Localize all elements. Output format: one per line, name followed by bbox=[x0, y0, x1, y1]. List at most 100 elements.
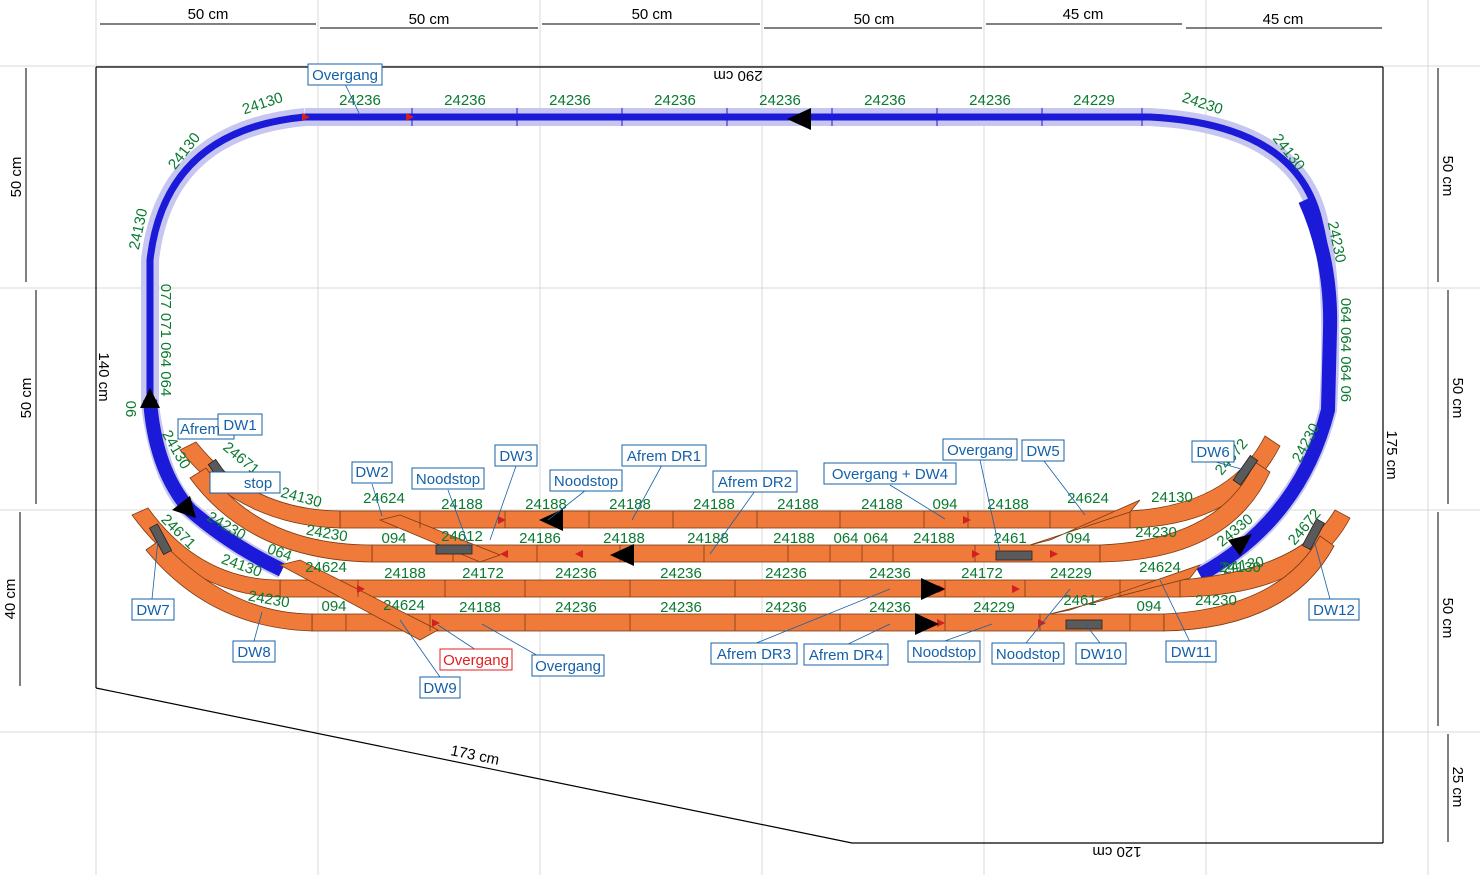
direction-arrow-icon bbox=[140, 388, 160, 408]
part-number: 24236 bbox=[555, 565, 597, 582]
part-number: 24236 bbox=[660, 565, 702, 582]
part-numbers-row4: 094 24624 24188 24236 24236 24236 24236 … bbox=[321, 592, 1236, 616]
part-number: 24229 bbox=[973, 599, 1015, 616]
decoupler-icon bbox=[149, 523, 173, 556]
part-number: 24236 bbox=[869, 599, 911, 616]
direction-arrow-icon bbox=[610, 544, 634, 566]
station-track-3[interactable] bbox=[279, 579, 1181, 598]
direction-arrow-icon bbox=[915, 613, 939, 635]
signal-icon bbox=[500, 550, 508, 558]
dim-top-1: 50 cm bbox=[188, 6, 229, 23]
label-afrem-dr3: Afrem DR3 bbox=[717, 646, 791, 663]
part-number: 2461 bbox=[1063, 592, 1096, 609]
label-box bbox=[1308, 598, 1360, 621]
board-outline bbox=[95, 66, 1384, 844]
dim-top-6: 45 cm bbox=[1263, 11, 1304, 28]
crossover-left[interactable] bbox=[278, 559, 439, 641]
dim-top-3: 50 cm bbox=[632, 6, 673, 23]
decouplers bbox=[149, 454, 1325, 630]
crossover-right[interactable] bbox=[1029, 499, 1141, 546]
part-number: 24188 bbox=[773, 530, 815, 547]
part-number: 24188 bbox=[384, 565, 426, 582]
part-number: 24624 bbox=[1139, 559, 1181, 576]
label-box bbox=[1021, 439, 1065, 462]
part-number: 24230 bbox=[1195, 592, 1237, 609]
label-box bbox=[411, 467, 485, 490]
part-number: 24236 bbox=[765, 565, 807, 582]
part-number: 24188 bbox=[525, 496, 567, 513]
part-number: 094 bbox=[381, 530, 406, 547]
right-curve-3[interactable] bbox=[1179, 509, 1351, 598]
dim-right-2: 50 cm bbox=[1449, 378, 1466, 419]
label-box bbox=[531, 654, 605, 677]
label-dw1: DW1 bbox=[223, 417, 256, 434]
label-box bbox=[549, 469, 623, 492]
dimension-labels: 50 cm 50 cm 50 cm 50 cm 45 cm 45 cm 50 c… bbox=[2, 6, 1466, 860]
dim-left-1: 50 cm bbox=[8, 157, 25, 198]
signal-icon bbox=[302, 113, 310, 121]
direction-arrow-icon bbox=[787, 108, 811, 130]
label-overgang-bottom: Overgang bbox=[535, 658, 601, 675]
label-box bbox=[1075, 642, 1127, 665]
main-loop-halo bbox=[141, 108, 1340, 583]
part-number: 077 071 064 064 bbox=[157, 284, 174, 397]
label-noodstop-4: Noodstop bbox=[996, 646, 1060, 663]
label-afrem-dr4: Afrem DR4 bbox=[809, 647, 883, 664]
right-curve-2[interactable] bbox=[1099, 461, 1271, 563]
signal-icon bbox=[575, 550, 583, 558]
part-numbers-top: 24236 24236 24236 24236 24236 24236 2423… bbox=[339, 92, 1115, 109]
dim-top-2: 50 cm bbox=[409, 11, 450, 28]
part-number: 06 bbox=[122, 401, 139, 418]
part-number: 24624 bbox=[383, 597, 425, 614]
main-loop-track[interactable] bbox=[146, 113, 1334, 579]
part-number: 24130 bbox=[1151, 489, 1193, 506]
label-dw5: DW5 bbox=[1026, 443, 1059, 460]
signal-icon bbox=[406, 113, 414, 121]
part-numbers-row2: 094 24612 24186 24188 24188 24188 064 06… bbox=[381, 524, 1176, 547]
part-number: 24624 bbox=[1067, 490, 1109, 507]
direction-arrow-icon bbox=[539, 509, 563, 531]
part-number: 24172 bbox=[961, 565, 1003, 582]
label-dw8: DW8 bbox=[237, 644, 270, 661]
part-number: 064 bbox=[863, 530, 888, 547]
station-track-4[interactable] bbox=[311, 613, 1165, 632]
dim-board-left: 140 cm bbox=[95, 352, 112, 401]
part-number: 24188 bbox=[987, 496, 1029, 513]
labels: Overgang Afrem DW1 stop DW2 Noodstop DW3… bbox=[136, 67, 1355, 697]
main-loop-heavy-right bbox=[1196, 197, 1338, 582]
part-number: 24188 bbox=[777, 496, 819, 513]
signal-icon bbox=[972, 550, 980, 558]
label-afrem-dr2: Afrem DR2 bbox=[718, 474, 792, 491]
label-noodstop-3: Noodstop bbox=[912, 644, 976, 661]
signal-icon bbox=[1012, 585, 1020, 593]
part-number: 24624 bbox=[305, 559, 347, 576]
part-numbers-row3: 24624 24188 24172 24236 24236 24236 2423… bbox=[305, 559, 1261, 582]
part-number: 24188 bbox=[913, 530, 955, 547]
part-number: 064 064 064 06 bbox=[1337, 298, 1354, 402]
left-curve-2[interactable] bbox=[189, 467, 373, 563]
decoupler-icon bbox=[435, 544, 473, 555]
dim-board-top: 290 cm bbox=[713, 67, 762, 84]
crossover-right-lower[interactable] bbox=[1049, 564, 1202, 615]
label-dw11: DW11 bbox=[1171, 644, 1212, 661]
right-curve-4[interactable] bbox=[1163, 535, 1335, 632]
direction-arrow-icon bbox=[1228, 534, 1252, 556]
label-box bbox=[1191, 440, 1235, 463]
part-number: 24236 bbox=[869, 565, 911, 582]
signals bbox=[302, 113, 1058, 627]
dim-board-bottom-right: 120 cm bbox=[1092, 843, 1141, 860]
label-stop-left: stop bbox=[244, 475, 272, 492]
label-overgang-alert: Overgang bbox=[443, 652, 509, 669]
decoupler-icon bbox=[1065, 619, 1103, 630]
label-box bbox=[803, 643, 889, 666]
label-box bbox=[823, 462, 957, 485]
label-noodstop-2: Noodstop bbox=[554, 473, 618, 490]
part-number: 24236 bbox=[444, 92, 486, 109]
label-box bbox=[942, 438, 1018, 461]
dimension-lines bbox=[19, 23, 1449, 842]
part-number: 24186 bbox=[519, 530, 561, 547]
part-number: 24130 bbox=[1221, 554, 1265, 578]
label-box bbox=[907, 640, 981, 663]
label-box bbox=[1165, 640, 1217, 663]
